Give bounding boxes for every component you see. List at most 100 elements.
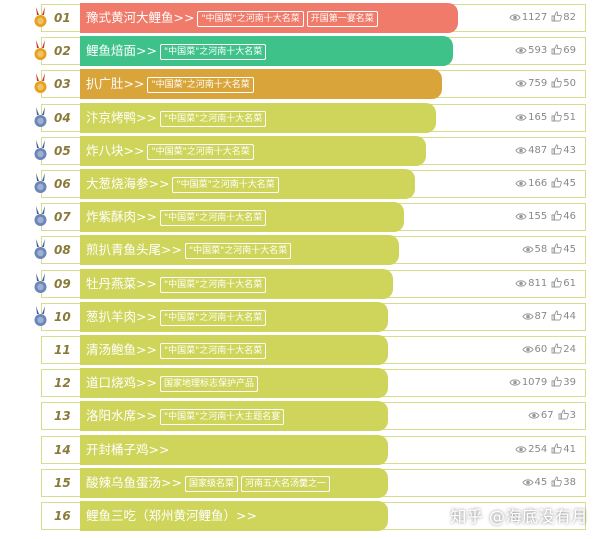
thumb-up-icon[interactable] <box>551 243 563 255</box>
list-item[interactable]: 02 鲤鱼焙面>> "中国菜"之河南十大名菜 593 69 <box>0 35 600 68</box>
rank-bar[interactable]: 酸辣乌鱼蛋汤>> 国家级名菜 河南五大名汤羹之一 <box>80 467 388 498</box>
dish-link[interactable]: 鲤鱼焙面>> "中国菜"之河南十大名菜 <box>86 36 267 66</box>
thumb-up-icon[interactable] <box>558 409 569 421</box>
dish-name[interactable]: 酸辣乌鱼蛋汤>> <box>86 474 182 490</box>
rank-bar[interactable]: 扒广肚>> "中国菜"之河南十大名菜 <box>80 69 442 100</box>
rank-bar[interactable]: 开封桶子鸡>> <box>80 434 388 465</box>
thumb-up-icon[interactable] <box>551 44 563 56</box>
thumb-up-icon[interactable] <box>551 343 563 355</box>
like-count: 3 <box>569 410 576 422</box>
rank-bar[interactable]: 鲤鱼焙面>> "中国菜"之河南十大名菜 <box>80 36 453 67</box>
thumb-up-icon[interactable] <box>551 210 563 222</box>
dish-link[interactable]: 道口烧鸡>> 国家地理标志保护产品 <box>86 368 258 398</box>
rank-bar[interactable]: 汴京烤鸭>> "中国菜"之河南十大名菜 <box>80 102 437 133</box>
thumb-up-icon[interactable] <box>551 376 563 388</box>
dish-link[interactable]: 洛阳水席>> "中国菜"之河南十大主题名宴 <box>86 401 285 431</box>
dish-name[interactable]: 豫式黄河大鲤鱼>> <box>86 10 195 25</box>
dish-name[interactable]: 开封桶子鸡>> <box>86 441 170 457</box>
dish-link[interactable]: 酸辣乌鱼蛋汤>> 国家级名菜 河南五大名汤羹之一 <box>86 468 330 498</box>
list-item[interactable]: 13 洛阳水席>> "中国菜"之河南十大主题名宴 67 3 <box>0 400 600 433</box>
list-item[interactable]: 14 开封桶子鸡>> 254 41 <box>0 434 600 467</box>
rank-bar[interactable]: 煎扒青鱼头尾>> "中国菜"之河南十大名菜 <box>80 235 399 266</box>
dish-name[interactable]: 牡丹燕菜>> <box>86 275 157 291</box>
honor-tag[interactable]: "中国菜"之河南十大名菜 <box>184 243 292 260</box>
dish-link[interactable]: 扒广肚>> "中国菜"之河南十大名菜 <box>86 69 254 99</box>
honor-tag[interactable]: 国家级名菜 <box>184 475 238 492</box>
dish-link[interactable]: 清汤鲍鱼>> "中国菜"之河南十大名菜 <box>86 335 267 365</box>
list-item[interactable]: 01 豫式黄河大鲤鱼>> "中国菜"之河南十大名菜 开国第一宴名菜 1127 82 <box>0 2 600 35</box>
thumb-up-icon[interactable] <box>551 144 563 156</box>
rank-bar[interactable]: 牡丹燕菜>> "中国菜"之河南十大名菜 <box>80 268 394 299</box>
honor-tag[interactable]: 河南五大名汤羹之一 <box>240 475 330 492</box>
dish-name[interactable]: 炸紫酥肉>> <box>86 209 157 225</box>
thumb-up-icon[interactable] <box>551 476 563 488</box>
list-item[interactable]: 08 煎扒青鱼头尾>> "中国菜"之河南十大名菜 58 45 <box>0 234 600 267</box>
dish-name[interactable]: 道口烧鸡>> <box>86 375 157 391</box>
eye-icon <box>515 45 527 56</box>
dish-link[interactable]: 鲤鱼三吃（郑州黄河鲤鱼）>> <box>86 501 257 531</box>
dish-name[interactable]: 清汤鲍鱼>> <box>86 342 157 357</box>
rank-bar[interactable]: 鲤鱼三吃（郑州黄河鲤鱼）>> <box>80 501 388 531</box>
honor-tag[interactable]: "中国菜"之河南十大名菜 <box>172 177 279 193</box>
honor-tag[interactable]: "中国菜"之河南十大名菜 <box>159 110 267 127</box>
dish-name[interactable]: 洛阳水席>> <box>86 408 157 424</box>
stats: 58 45 <box>521 236 580 264</box>
dish-name[interactable]: 炸八块>> <box>86 142 145 158</box>
list-item[interactable]: 04 汴京烤鸭>> "中国菜"之河南十大名菜 165 51 <box>0 102 600 135</box>
dish-name[interactable]: 葱扒羊肉>> <box>86 308 157 324</box>
rank-bar[interactable]: 清汤鲍鱼>> "中国菜"之河南十大名菜 <box>80 335 388 365</box>
thumb-up-icon[interactable] <box>551 11 563 23</box>
dish-link[interactable]: 汴京烤鸭>> "中国菜"之河南十大名菜 <box>86 103 267 133</box>
honor-tag[interactable]: 开国第一宴名菜 <box>306 11 378 27</box>
honor-tag[interactable]: "中国菜"之河南十大名菜 <box>147 77 254 94</box>
dish-link[interactable]: 葱扒羊肉>> "中国菜"之河南十大名菜 <box>86 302 267 332</box>
list-item[interactable]: 07 炸紫酥肉>> "中国菜"之河南十大名菜 155 46 <box>0 201 600 234</box>
dish-name[interactable]: 鲤鱼三吃（郑州黄河鲤鱼）>> <box>86 508 257 523</box>
dish-name[interactable]: 煎扒青鱼头尾>> <box>86 242 182 258</box>
rank-bar[interactable]: 豫式黄河大鲤鱼>> "中国菜"之河南十大名菜 开国第一宴名菜 <box>80 3 458 33</box>
honor-tag[interactable]: "中国菜"之河南十大名菜 <box>197 11 304 27</box>
rank-bar[interactable]: 大葱烧海参>> "中国菜"之河南十大名菜 <box>80 169 415 199</box>
thumb-up-icon[interactable] <box>551 177 563 189</box>
rank-bar[interactable]: 洛阳水席>> "中国菜"之河南十大主题名宴 <box>80 401 388 432</box>
honor-tag[interactable]: 国家地理标志保护产品 <box>159 376 258 393</box>
honor-tag[interactable]: "中国菜"之河南十大名菜 <box>159 309 267 326</box>
honor-tag[interactable]: "中国菜"之河南十大名菜 <box>147 143 254 160</box>
list-item[interactable]: 06 大葱烧海参>> "中国菜"之河南十大名菜 166 45 <box>0 168 600 201</box>
dish-link[interactable]: 炸紫酥肉>> "中国菜"之河南十大名菜 <box>86 202 267 232</box>
thumb-up-icon[interactable] <box>551 277 563 289</box>
list-item[interactable]: 16 鲤鱼三吃（郑州黄河鲤鱼）>> <box>0 500 600 533</box>
dish-link[interactable]: 牡丹燕菜>> "中国菜"之河南十大名菜 <box>86 269 267 299</box>
list-item[interactable]: 05 炸八块>> "中国菜"之河南十大名菜 487 43 <box>0 135 600 168</box>
thumb-up-icon[interactable] <box>551 443 563 455</box>
dish-name[interactable]: 扒广肚>> <box>86 76 145 92</box>
honor-tag[interactable]: "中国菜"之河南十大主题名宴 <box>159 409 285 426</box>
thumb-up-icon[interactable] <box>551 111 563 123</box>
list-item[interactable]: 15 酸辣乌鱼蛋汤>> 国家级名菜 河南五大名汤羹之一 45 38 <box>0 467 600 500</box>
dish-link[interactable]: 炸八块>> "中国菜"之河南十大名菜 <box>86 136 254 166</box>
dish-link[interactable]: 开封桶子鸡>> <box>86 435 169 465</box>
dish-name[interactable]: 鲤鱼焙面>> <box>86 43 157 59</box>
dish-name[interactable]: 大葱烧海参>> <box>86 176 170 191</box>
dish-link[interactable]: 大葱烧海参>> "中国菜"之河南十大名菜 <box>86 169 279 199</box>
list-item[interactable]: 11 清汤鲍鱼>> "中国菜"之河南十大名菜 60 24 <box>0 334 600 367</box>
thumb-up-icon[interactable] <box>551 77 563 89</box>
view-count: 155 <box>528 211 548 223</box>
list-item[interactable]: 10 葱扒羊肉>> "中国菜"之河南十大名菜 87 44 <box>0 301 600 334</box>
rank-bar[interactable]: 炸八块>> "中国菜"之河南十大名菜 <box>80 135 426 166</box>
like-count: 38 <box>563 476 576 488</box>
list-item[interactable]: 03 扒广肚>> "中国菜"之河南十大名菜 759 50 <box>0 68 600 101</box>
honor-tag[interactable]: "中国菜"之河南十大名菜 <box>159 276 267 293</box>
thumb-up-icon[interactable] <box>551 310 563 322</box>
dish-name[interactable]: 汴京烤鸭>> <box>86 109 157 125</box>
honor-tag[interactable]: "中国菜"之河南十大名菜 <box>159 343 267 359</box>
honor-tag[interactable]: "中国菜"之河南十大名菜 <box>159 210 267 227</box>
list-item[interactable]: 12 道口烧鸡>> 国家地理标志保护产品 1079 39 <box>0 367 600 400</box>
rank-bar[interactable]: 炸紫酥肉>> "中国菜"之河南十大名菜 <box>80 202 404 233</box>
dish-link[interactable]: 煎扒青鱼头尾>> "中国菜"之河南十大名菜 <box>86 235 292 265</box>
honor-tag[interactable]: "中国菜"之河南十大名菜 <box>159 44 267 61</box>
list-item[interactable]: 09 牡丹燕菜>> "中国菜"之河南十大名菜 811 61 <box>0 268 600 301</box>
rank-bar[interactable]: 葱扒羊肉>> "中国菜"之河南十大名菜 <box>80 301 388 332</box>
rank-bar[interactable]: 道口烧鸡>> 国家地理标志保护产品 <box>80 368 388 399</box>
dish-link[interactable]: 豫式黄河大鲤鱼>> "中国菜"之河南十大名菜 开国第一宴名菜 <box>86 3 378 33</box>
